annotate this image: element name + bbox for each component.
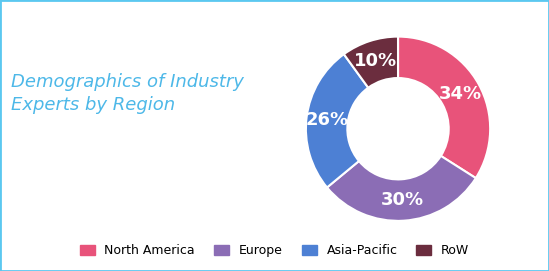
Wedge shape	[398, 37, 490, 178]
Wedge shape	[327, 156, 476, 221]
Text: 30%: 30%	[381, 191, 424, 209]
Text: Demographics of Industry
Experts by Region: Demographics of Industry Experts by Regi…	[11, 73, 244, 114]
Text: 10%: 10%	[355, 52, 397, 70]
Text: 26%: 26%	[306, 111, 349, 129]
Wedge shape	[306, 54, 368, 188]
Text: 34%: 34%	[439, 85, 482, 103]
Legend: North America, Europe, Asia-Pacific, RoW: North America, Europe, Asia-Pacific, RoW	[75, 239, 474, 262]
Wedge shape	[344, 37, 398, 88]
